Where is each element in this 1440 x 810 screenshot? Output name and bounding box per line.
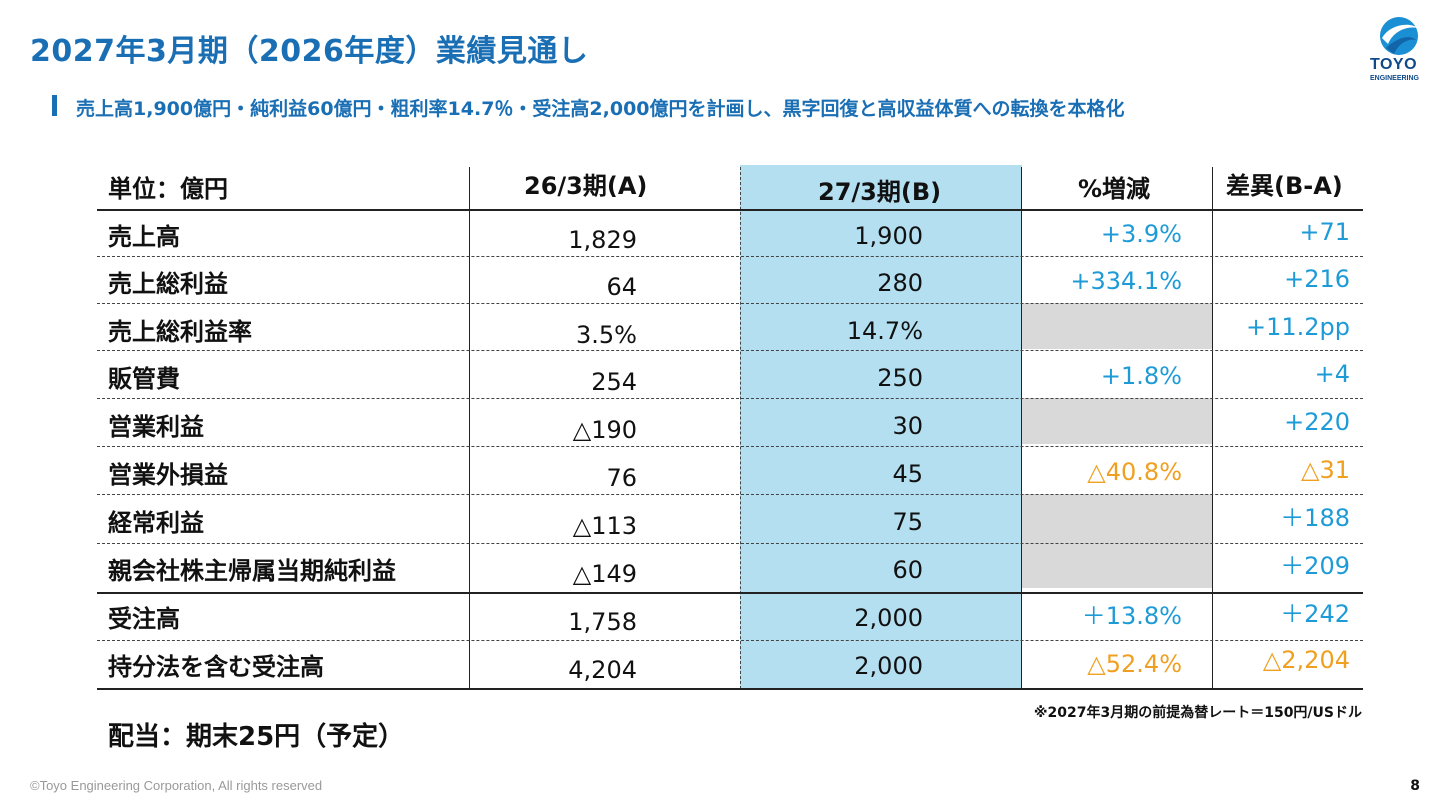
copyright-footer: ©Toyo Engineering Corporation, All right… [30, 778, 323, 793]
header-unit: 単位：億円 [108, 175, 228, 203]
logo-wordmark: TOYO [1370, 56, 1418, 73]
column-divider [1021, 167, 1022, 689]
value-prior: 64 [606, 273, 637, 301]
value-pct: +334.1% [1070, 267, 1182, 295]
value-diff: +220 [1284, 408, 1350, 436]
value-forecast: 75 [892, 508, 923, 536]
value-forecast: 45 [892, 460, 923, 488]
row-rule [97, 398, 1363, 399]
row-rule [97, 494, 1363, 495]
value-pct: ＋13.8% [1081, 602, 1182, 630]
value-prior: 4,204 [568, 656, 637, 684]
row-rule [97, 446, 1363, 447]
column-divider [469, 167, 470, 689]
row-rule [97, 640, 1363, 641]
row-label: 営業利益 [108, 413, 204, 441]
value-pct: +1.8% [1100, 362, 1182, 390]
value-diff: +216 [1284, 265, 1350, 293]
row-rule [97, 256, 1363, 257]
value-forecast: 30 [892, 412, 923, 440]
row-rule [97, 543, 1363, 544]
header-prior-year: 26/3期(A) [524, 172, 648, 200]
header-difference: 差異(B-A) [1226, 172, 1343, 200]
value-prior: △190 [572, 416, 637, 444]
column-divider [740, 167, 741, 689]
value-diff: +4 [1314, 360, 1350, 388]
header-forecast: 27/3期(B) [818, 178, 942, 206]
row-rule [97, 303, 1363, 304]
value-prior: △113 [572, 512, 637, 540]
row-label: 親会社株主帰属当期純利益 [108, 557, 396, 585]
dividend-note: 配当：期末25円（予定） [108, 722, 405, 752]
row-label: 売上総利益率 [108, 318, 252, 346]
row-label: 営業外損益 [108, 461, 228, 489]
row-label: 持分法を含む受注高 [108, 653, 324, 681]
value-forecast: 1,900 [854, 222, 923, 250]
row-rule [97, 350, 1363, 351]
value-forecast: 14.7% [846, 317, 923, 345]
na-cell [1022, 398, 1212, 444]
value-forecast: 2,000 [854, 652, 923, 680]
page-title: 2027年3月期（2026年度）業績見通し [30, 34, 589, 69]
value-pct: +3.9% [1100, 220, 1182, 248]
value-diff: +11.2pp [1245, 313, 1350, 341]
value-diff: ＋188 [1280, 504, 1350, 532]
value-forecast: 60 [892, 556, 923, 584]
header-pct-change: %増減 [1078, 175, 1151, 203]
value-prior: 3.5% [576, 321, 637, 349]
value-forecast: 250 [877, 364, 923, 392]
subtitle-marker [52, 95, 57, 116]
page-number: 8 [1410, 778, 1420, 794]
row-label: 経常利益 [108, 509, 204, 537]
value-pct: △52.4% [1087, 650, 1182, 678]
value-prior: 254 [591, 368, 637, 396]
page-subtitle: 売上高1,900億円・純利益60億円・粗利率14.7％・受注高2,000億円を計… [76, 98, 1125, 120]
value-diff: △2,204 [1262, 646, 1350, 674]
na-cell [1022, 494, 1212, 588]
logo-subtext: ENGINEERING [1370, 75, 1420, 82]
value-pct: △40.8% [1087, 458, 1182, 486]
value-diff: +71 [1299, 218, 1350, 246]
column-divider [1212, 167, 1213, 689]
value-prior: △149 [572, 560, 637, 588]
globe-logo-icon [1380, 17, 1418, 55]
value-forecast: 2,000 [854, 604, 923, 632]
row-label: 受注高 [108, 605, 180, 633]
value-diff: △31 [1301, 456, 1350, 484]
row-label: 売上総利益 [108, 270, 228, 298]
row-label: 販管費 [108, 365, 180, 393]
section-rule [97, 592, 1363, 594]
value-diff: ＋242 [1280, 600, 1350, 628]
value-prior: 76 [606, 464, 637, 492]
na-cell [1022, 303, 1212, 349]
row-label: 売上高 [108, 223, 180, 251]
table-bottom-rule [97, 688, 1363, 690]
fx-rate-note: ※2027年3月期の前提為替レート＝150円/USドル [1033, 705, 1362, 721]
header-rule [97, 209, 1363, 211]
value-diff: ＋209 [1280, 552, 1350, 580]
value-prior: 1,758 [568, 608, 637, 636]
value-forecast: 280 [877, 269, 923, 297]
value-prior: 1,829 [568, 226, 637, 254]
forecast-column-highlight [740, 165, 1022, 690]
